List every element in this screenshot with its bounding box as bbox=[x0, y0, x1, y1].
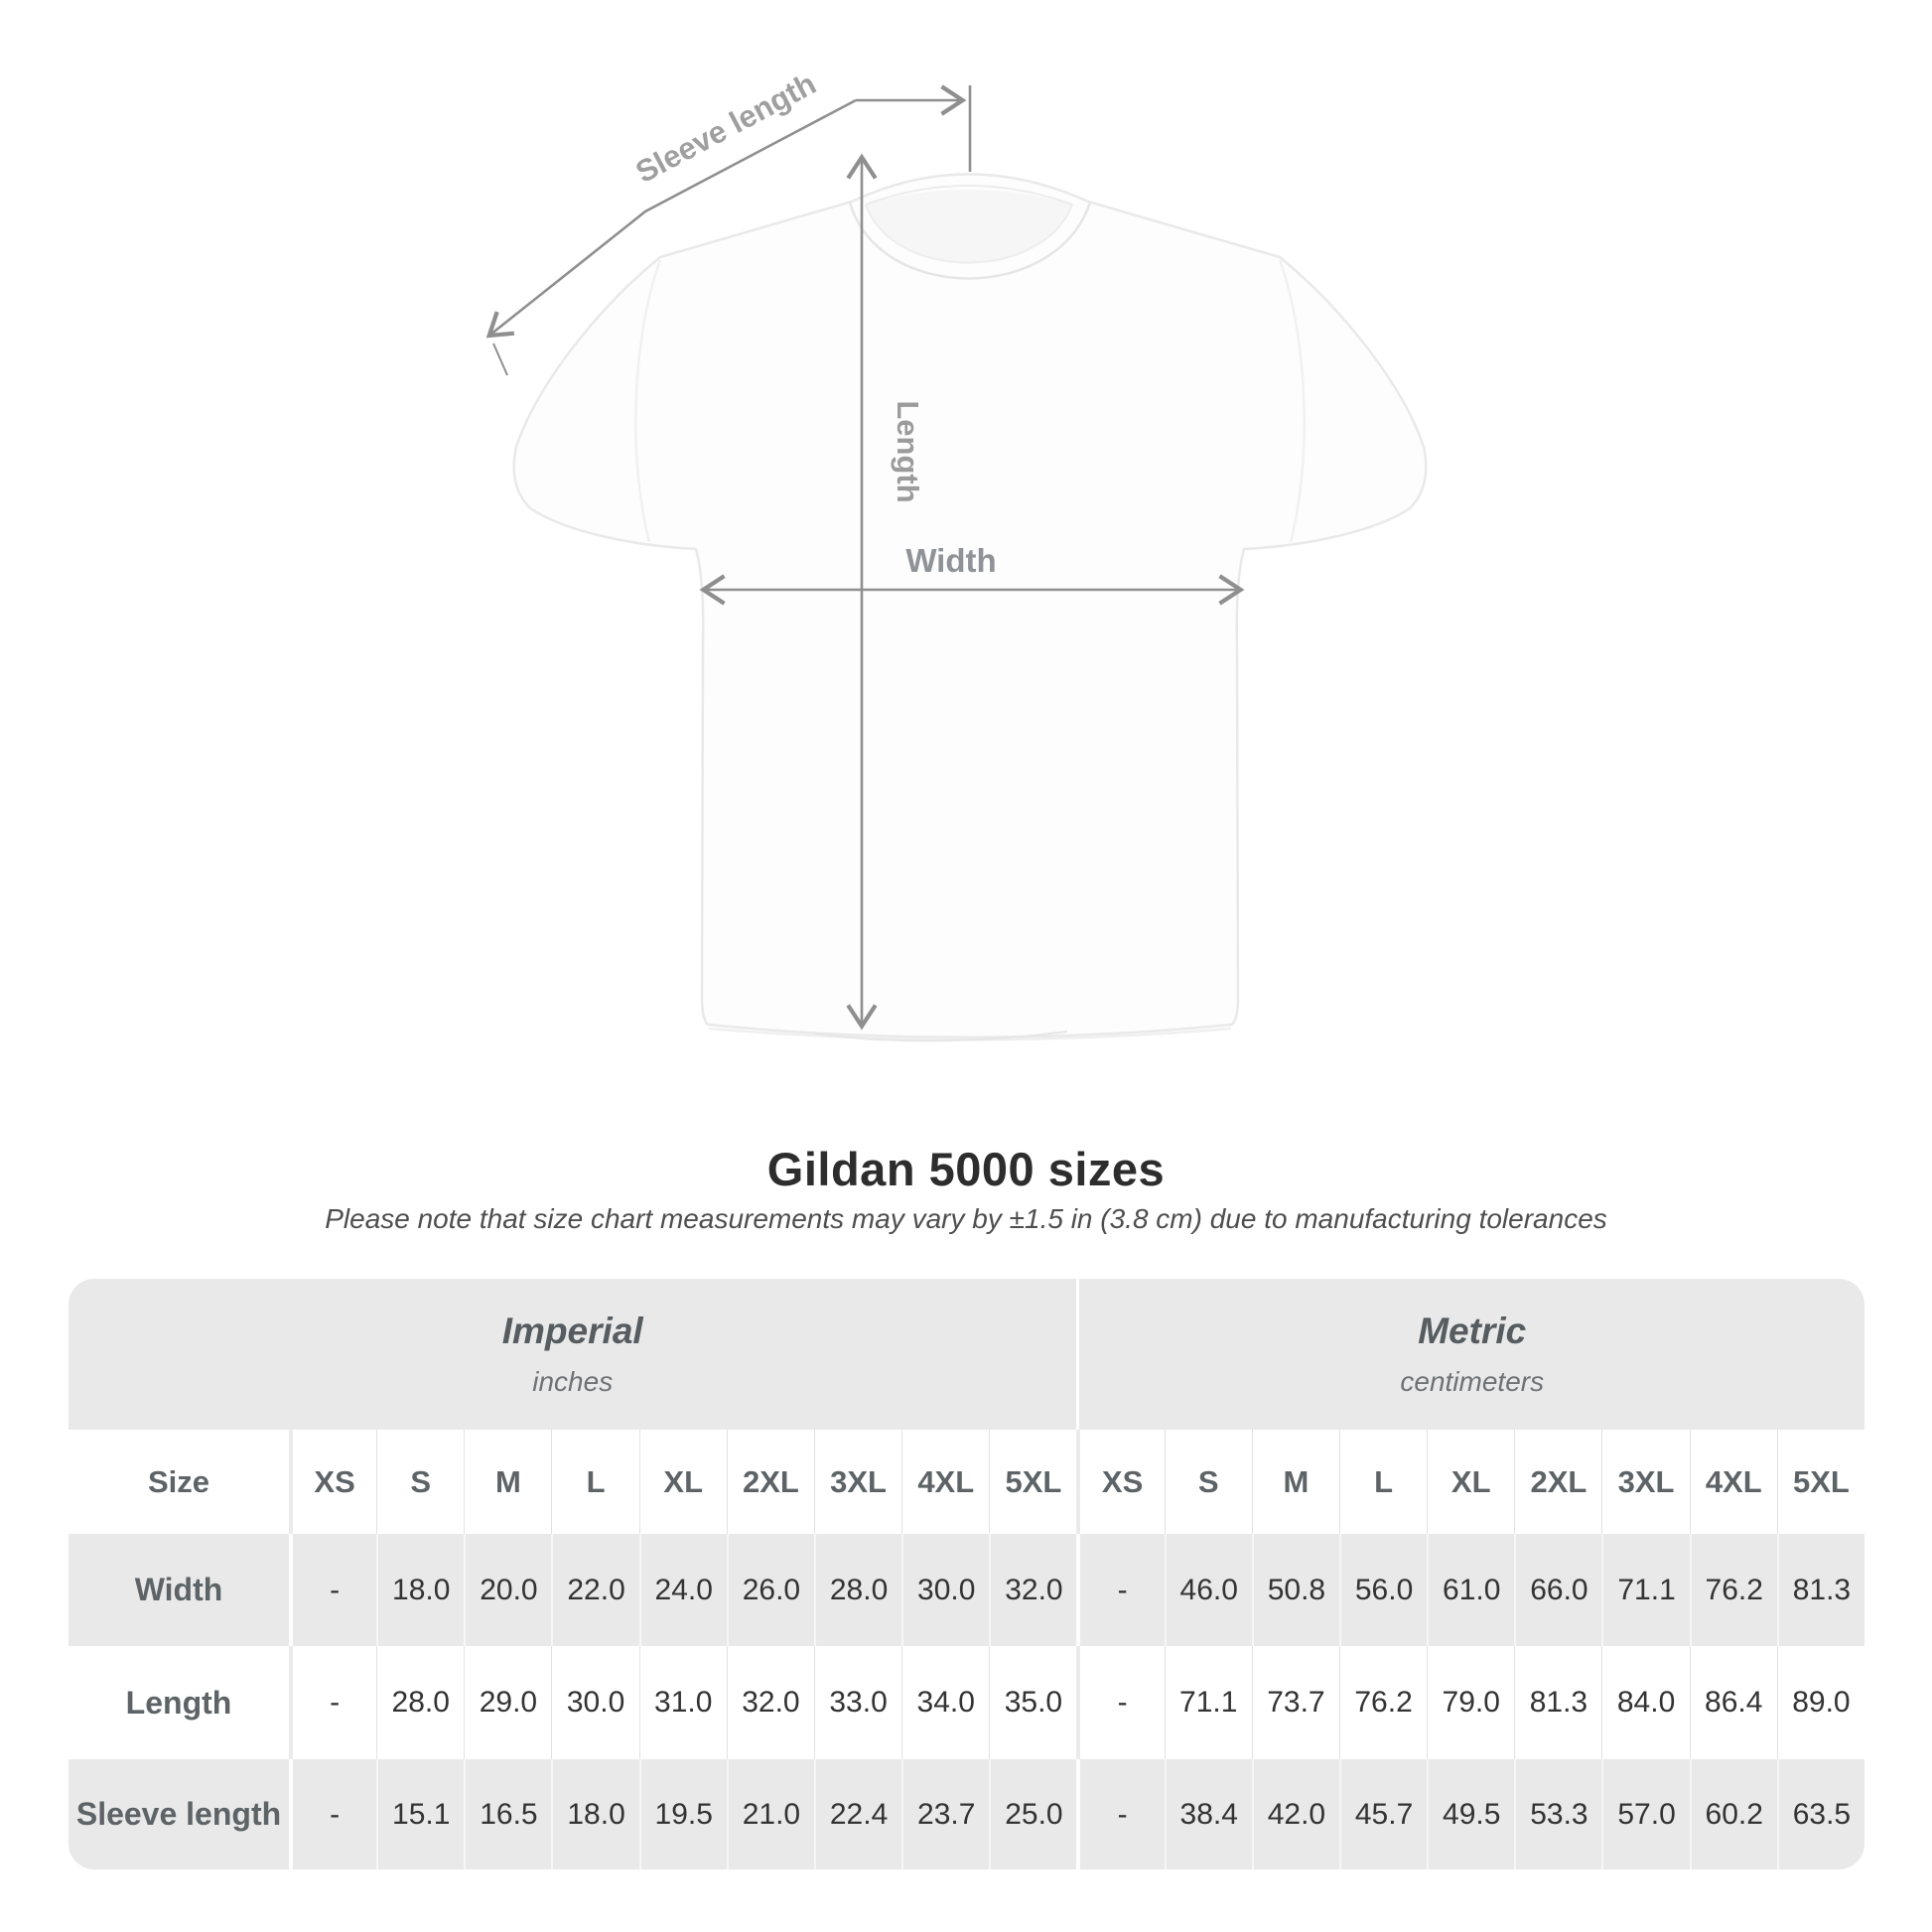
value-cell: 32.0 bbox=[726, 1646, 814, 1759]
value-cell: 49.5 bbox=[1427, 1759, 1515, 1869]
length-label: Length bbox=[891, 400, 925, 502]
group-name-metric: Metric bbox=[1418, 1311, 1527, 1351]
value-cell: 20.0 bbox=[464, 1534, 552, 1646]
value-cell: 81.3 bbox=[1776, 1534, 1864, 1646]
size-header-cell: 2XL bbox=[726, 1430, 814, 1534]
value-cell: - bbox=[289, 1646, 377, 1759]
size-header-cell: 4XL bbox=[901, 1430, 990, 1534]
size-header-cell: S bbox=[1164, 1430, 1252, 1534]
value-cell: 86.4 bbox=[1689, 1646, 1777, 1759]
row-label: Width bbox=[69, 1534, 289, 1646]
size-header-cell: 4XL bbox=[1689, 1430, 1777, 1534]
group-unit-imperial: inches bbox=[532, 1366, 614, 1397]
value-cell: 35.0 bbox=[989, 1646, 1077, 1759]
value-cell: 25.0 bbox=[989, 1759, 1077, 1869]
tshirt-diagram: Sleeve length Length Width bbox=[485, 66, 1428, 1042]
value-cell: 34.0 bbox=[901, 1646, 990, 1759]
value-cell: 45.7 bbox=[1338, 1759, 1428, 1869]
sleeve-length-label: Sleeve length bbox=[630, 66, 822, 190]
size-header-cell: 5XL bbox=[1776, 1430, 1864, 1534]
value-cell: - bbox=[1076, 1759, 1165, 1869]
size-header-cell: 2XL bbox=[1514, 1430, 1602, 1534]
value-cell: 89.0 bbox=[1776, 1646, 1864, 1759]
value-cell: 28.0 bbox=[813, 1534, 902, 1646]
value-cell: 73.7 bbox=[1251, 1646, 1339, 1759]
size-header-cell: 3XL bbox=[813, 1430, 902, 1534]
page-subtitle: Please note that size chart measurements… bbox=[325, 1203, 1607, 1234]
value-cell: 61.0 bbox=[1427, 1534, 1515, 1646]
value-cell: - bbox=[289, 1759, 377, 1869]
value-cell: - bbox=[1076, 1646, 1165, 1759]
size-header-cell: XL bbox=[638, 1430, 727, 1534]
size-header-cell: XS bbox=[289, 1430, 377, 1534]
value-cell: 16.5 bbox=[464, 1759, 552, 1869]
value-cell: 30.0 bbox=[551, 1646, 639, 1759]
tshirt-graphic bbox=[512, 173, 1428, 1042]
value-cell: 15.1 bbox=[376, 1759, 465, 1869]
row-label: Length bbox=[69, 1646, 289, 1759]
value-cell: 71.1 bbox=[1601, 1534, 1690, 1646]
value-cell: 53.3 bbox=[1514, 1759, 1602, 1869]
value-cell: 18.0 bbox=[376, 1534, 465, 1646]
size-table-grid: Imperial inches Metric centimeters Size X… bbox=[69, 1279, 1864, 1869]
value-cell: 81.3 bbox=[1514, 1646, 1602, 1759]
value-cell: 76.2 bbox=[1338, 1646, 1428, 1759]
value-cell: - bbox=[1076, 1534, 1165, 1646]
value-cell: 71.1 bbox=[1164, 1646, 1252, 1759]
value-cell: 28.0 bbox=[376, 1646, 465, 1759]
value-cell: 56.0 bbox=[1338, 1534, 1428, 1646]
value-cell: 66.0 bbox=[1514, 1534, 1602, 1646]
group-unit-metric: centimeters bbox=[1400, 1366, 1545, 1397]
value-cell: 57.0 bbox=[1601, 1759, 1690, 1869]
value-cell: 19.5 bbox=[638, 1759, 727, 1869]
size-header-cell: 3XL bbox=[1601, 1430, 1690, 1534]
size-header-cell: M bbox=[1251, 1430, 1339, 1534]
value-cell: 30.0 bbox=[901, 1534, 990, 1646]
sleeve-length-overshoot bbox=[492, 343, 508, 376]
width-label: Width bbox=[905, 542, 996, 579]
value-cell: 42.0 bbox=[1251, 1759, 1339, 1869]
value-cell: 24.0 bbox=[638, 1534, 727, 1646]
value-cell: 46.0 bbox=[1164, 1534, 1252, 1646]
group-name-imperial: Imperial bbox=[501, 1311, 643, 1351]
sleeve-length-line bbox=[485, 98, 857, 339]
size-header-cell: S bbox=[376, 1430, 465, 1534]
value-cell: 22.4 bbox=[813, 1759, 902, 1869]
value-cell: 63.5 bbox=[1776, 1759, 1864, 1869]
value-cell: 33.0 bbox=[813, 1646, 902, 1759]
value-cell: 79.0 bbox=[1427, 1646, 1515, 1759]
value-cell: 38.4 bbox=[1164, 1759, 1252, 1869]
size-header-cell: XL bbox=[1427, 1430, 1515, 1534]
value-cell: 32.0 bbox=[989, 1534, 1077, 1646]
value-cell: 18.0 bbox=[551, 1759, 639, 1869]
value-cell: 21.0 bbox=[726, 1759, 814, 1869]
value-cell: 22.0 bbox=[551, 1534, 639, 1646]
row-label: Sleeve length bbox=[69, 1759, 289, 1869]
size-header-cell: M bbox=[464, 1430, 552, 1534]
value-cell: 31.0 bbox=[638, 1646, 727, 1759]
measurement-lines bbox=[485, 84, 1245, 1031]
value-cell: 23.7 bbox=[901, 1759, 990, 1869]
value-cell: 50.8 bbox=[1251, 1534, 1339, 1646]
group-header-metric: Metric centimeters bbox=[1076, 1279, 1864, 1430]
size-header-cell: L bbox=[1338, 1430, 1428, 1534]
value-cell: 60.2 bbox=[1689, 1759, 1777, 1869]
value-cell: 76.2 bbox=[1689, 1534, 1777, 1646]
page-title: Gildan 5000 sizes bbox=[766, 1143, 1166, 1195]
value-cell: 26.0 bbox=[726, 1534, 814, 1646]
size-header-cell: L bbox=[551, 1430, 639, 1534]
size-table: Imperial inches Metric centimeters Size X… bbox=[69, 1279, 1864, 1869]
size-header-cell: 5XL bbox=[989, 1430, 1077, 1534]
value-cell: - bbox=[289, 1534, 377, 1646]
size-header-cell: XS bbox=[1076, 1430, 1165, 1534]
size-column-header: Size bbox=[69, 1430, 289, 1534]
group-header-imperial: Imperial inches bbox=[69, 1279, 1077, 1430]
value-cell: 29.0 bbox=[464, 1646, 552, 1759]
value-cell: 84.0 bbox=[1601, 1646, 1690, 1759]
